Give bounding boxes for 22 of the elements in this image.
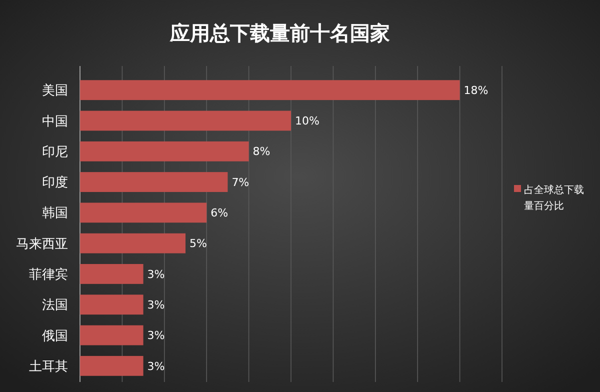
data-label: 8%	[252, 145, 270, 158]
legend-label: 占全球总下载量百分比	[524, 184, 584, 212]
data-label: 10%	[295, 114, 320, 128]
y-tick-label: 菲律宾	[29, 266, 68, 283]
y-tick-label: 美国	[42, 82, 68, 99]
y-tick-label: 印尼	[42, 144, 68, 160]
y-tick-label: 土耳其	[29, 359, 68, 374]
y-tick-label: 马来西亚	[16, 236, 68, 252]
y-tick-label: 俄国	[42, 328, 68, 344]
data-label: 5%	[190, 237, 207, 250]
chart-title: 应用总下载量前十名国家	[169, 21, 390, 45]
data-label: 3%	[147, 360, 165, 373]
data-label: 3%	[147, 268, 165, 281]
data-label: 18%	[464, 84, 488, 97]
data-label: 7%	[232, 176, 250, 189]
data-label: 3%	[147, 329, 165, 342]
y-tick-label: 法国	[42, 298, 68, 314]
y-tick-label: 中国	[42, 114, 68, 130]
y-tick-label: 韩国	[42, 206, 68, 222]
data-label: 6%	[210, 206, 228, 220]
data-label: 3%	[147, 298, 165, 312]
y-tick-label: 印度	[42, 174, 68, 191]
